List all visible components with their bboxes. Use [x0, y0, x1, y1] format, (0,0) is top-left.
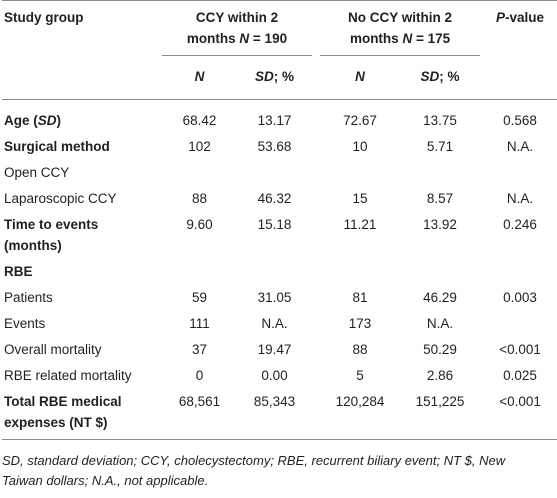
p-value-cell: [480, 311, 557, 337]
table-body: Age (SD) 68.42 13.17 72.67 13.75 0.568 Surgica…: [2, 100, 557, 440]
row-label: Time to events (months): [4, 217, 99, 253]
p-value-cell: 0.568: [503, 113, 537, 128]
row-label: Events: [4, 316, 46, 331]
row-label: RBE related mortality: [4, 368, 132, 383]
no-ccy-group-header: No CCY within 2 months N = 175: [320, 0, 481, 56]
p-value-cell: 0.003: [503, 290, 537, 305]
no-ccy-n-cell: 173: [348, 316, 372, 331]
table-row: Surgical method 102 53.68 10 5.71 N.A.: [2, 134, 557, 160]
ccy-n-cell: [162, 160, 237, 186]
subheader-row: N SD; % N SD; %: [2, 56, 557, 100]
ccy-sd-cell: 13.17: [257, 113, 292, 128]
p-value-cell: <0.001: [499, 394, 541, 409]
p-value-cell: N.A.: [506, 191, 534, 206]
table-row: Age (SD) 68.42 13.17 72.67 13.75 0.568: [2, 100, 557, 135]
no-ccy-n-header: N: [355, 69, 365, 84]
table-row: Time to events (months) 9.60 15.18 11.21 13.9…: [2, 212, 557, 259]
no-ccy-n-cell: 10: [352, 139, 368, 154]
no-ccy-sd-cell: [400, 160, 480, 186]
table-row: Patients 59 31.05 81 46.29 0.003: [2, 285, 557, 311]
no-ccy-sd-cell: 50.29: [423, 342, 457, 357]
ccy-n-cell: 68.42: [182, 113, 217, 128]
table-row: Events 111 N.A. 173 N.A.: [2, 311, 557, 337]
ccy-n-cell: 9.60: [186, 217, 213, 232]
ccy-n-cell: 111: [189, 316, 210, 331]
no-ccy-n-cell: 120,284: [335, 394, 385, 409]
ccy-n-cell: 68,561: [178, 394, 221, 409]
no-ccy-sd-cell: 2.86: [426, 368, 454, 383]
table-row: Open CCY: [2, 160, 557, 186]
table-footnote: SD, standard deviation; CCY, cholecystec…: [2, 451, 552, 491]
no-ccy-n-cell: 72.67: [343, 113, 377, 128]
p-value-cell: [480, 259, 557, 285]
row-label: Surgical method: [4, 139, 110, 154]
row-label: Overall mortality: [4, 342, 102, 357]
table-row: Total RBE medical expenses (NT $) 68,561 85…: [2, 389, 557, 440]
ccy-group-header: CCY within 2 months N = 190: [162, 0, 313, 56]
no-ccy-sd-cell: N.A.: [426, 316, 454, 331]
no-ccy-sd-cell: 46.29: [423, 290, 457, 305]
no-ccy-sd-cell: 13.92: [423, 217, 457, 232]
no-ccy-sd-cell: 151,225: [415, 394, 465, 409]
no-ccy-n-cell: 15: [352, 191, 368, 206]
row-label: Patients: [4, 290, 53, 305]
table-row: Laparoscopic CCY 88 46.32 15 8.57 N.A.: [2, 186, 557, 212]
table-row: Overall mortality 37 19.47 88 50.29 <0.001: [2, 337, 557, 363]
ccy-n-cell: 0: [195, 368, 204, 383]
ccy-sd-cell: [237, 160, 312, 186]
ccy-n-cell: 88: [191, 191, 208, 206]
p-value-cell: 0.025: [503, 368, 537, 383]
ccy-sd-cell: 15.18: [257, 217, 292, 232]
no-ccy-sd-header: SD; %: [420, 69, 460, 84]
ccy-n-cell: [162, 259, 237, 285]
row-label: Open CCY: [4, 165, 70, 180]
p-value-cell: <0.001: [499, 342, 541, 357]
ccy-n-cell: 59: [191, 290, 208, 305]
no-ccy-sd-cell: 5.71: [426, 139, 454, 154]
p-value-header: P-value: [496, 10, 545, 25]
ccy-sd-cell: 46.32: [257, 191, 292, 206]
ccy-sd-cell: 19.47: [257, 342, 292, 357]
no-ccy-n-cell: 5: [356, 368, 364, 383]
no-ccy-n-cell: 11.21: [343, 217, 377, 232]
no-ccy-n-cell: [320, 160, 400, 186]
ccy-sd-cell: 53.68: [257, 139, 292, 154]
table-row: RBE related mortality 0 0.00 5 2.86 0.025: [2, 363, 557, 389]
row-label: Age (SD): [4, 113, 62, 128]
footnote-line-2: Taiwan dollars; N.A., not applicable.: [2, 473, 209, 488]
no-ccy-sd-cell: 13.75: [423, 113, 457, 128]
study-table: Study group CCY within 2 months N = 190 …: [2, 0, 557, 440]
p-value-cell: N.A.: [506, 139, 534, 154]
ccy-n-cell: 102: [188, 139, 211, 154]
no-ccy-sd-cell: [400, 259, 480, 285]
ccy-sd-cell: 0.00: [261, 368, 288, 383]
ccy-n-header: N: [194, 69, 205, 84]
p-value-cell: 0.246: [503, 217, 537, 232]
table-row: RBE: [2, 259, 557, 285]
ccy-sd-cell: 85,343: [253, 394, 296, 409]
ccy-sd-cell: [237, 259, 312, 285]
no-ccy-n-cell: [320, 259, 400, 285]
p-value-cell: [480, 160, 557, 186]
ccy-sd-cell: 31.05: [257, 290, 292, 305]
no-ccy-n-cell: 88: [352, 342, 368, 357]
footnote-line-1: SD, standard deviation; CCY, cholecystec…: [2, 453, 506, 468]
row-label: Total RBE medical expenses (NT $): [4, 394, 122, 430]
ccy-sd-cell: N.A.: [261, 316, 288, 331]
no-ccy-n-cell: 81: [352, 290, 368, 305]
no-ccy-sd-cell: 8.57: [426, 191, 454, 206]
study-group-header: Study group: [4, 10, 84, 25]
ccy-sd-header: SD; %: [255, 69, 295, 84]
ccy-n-cell: 37: [191, 342, 208, 357]
row-label: Laparoscopic CCY: [4, 191, 117, 206]
header-row: Study group CCY within 2 months N = 190 …: [2, 0, 557, 56]
row-label: RBE: [4, 264, 33, 279]
